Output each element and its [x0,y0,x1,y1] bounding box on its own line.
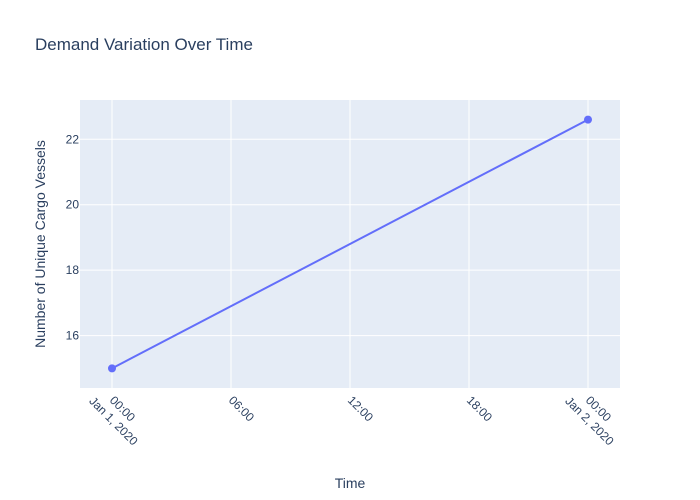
x-tick-labels: 00:00Jan 1, 2020 06:00 12:00 18:00 00:00Jan … [86,383,627,448]
data-point [584,115,592,124]
y-tick-label: 22 [66,132,80,146]
x-tick-label: 00:00Jan 2, 2020 [562,383,627,448]
series-line [111,118,589,370]
series-group [108,115,592,373]
y-tick-labels: 16 18 20 22 [66,132,80,342]
x-tick-time: 06:00 [226,393,257,424]
data-point [108,364,116,373]
x-tick-time: 12:00 [345,393,376,424]
y-axis-title: Number of Unique Cargo Vessels [32,140,48,348]
x-tick-label: 06:00 [226,393,257,424]
x-tick-label: 12:00 [345,393,376,424]
chart-title: Demand Variation Over Time [35,35,253,54]
x-tick-label: 18:00 [464,393,495,424]
x-tick-label: 00:00Jan 1, 2020 [86,383,151,448]
x-gridlines [111,100,589,388]
y-tick-label: 16 [66,329,80,343]
y-tick-label: 18 [66,263,80,277]
y-tick-label: 20 [66,198,80,212]
x-axis-title: Time [335,475,366,491]
x-tick-time: 18:00 [464,393,495,424]
